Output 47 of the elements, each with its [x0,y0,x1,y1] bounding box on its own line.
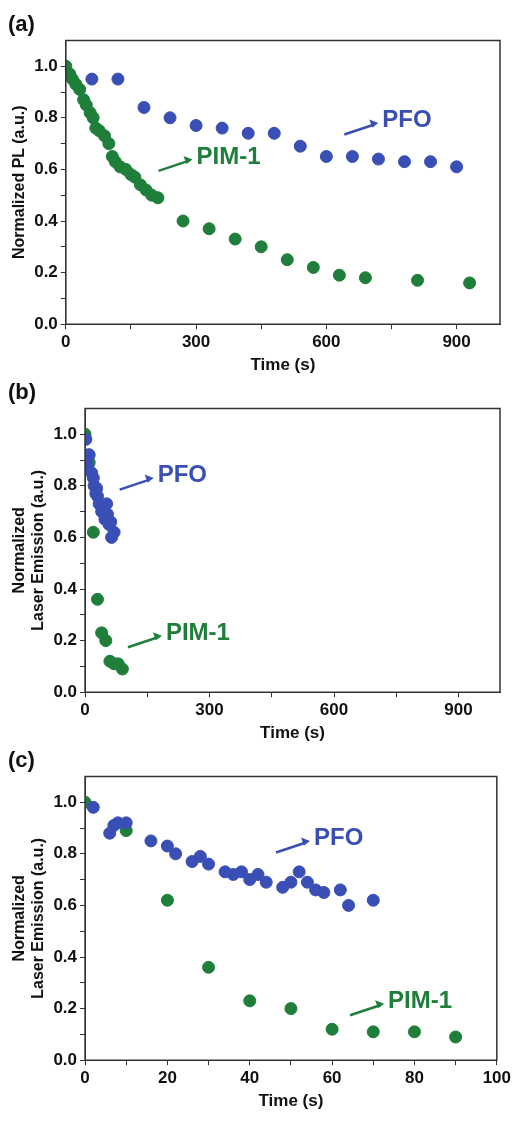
y-tick-label: 0.0 [53,681,78,701]
legend-label: PFO [313,823,364,851]
y-tick-label: 1.0 [53,423,78,443]
y-tick-label: 0.4 [53,946,78,966]
y-tick-label: 0.6 [53,895,78,915]
x-axis-title: Time (s) [260,723,325,743]
y-tick-label: 0.6 [53,527,78,547]
chart-title: (a) [8,11,35,37]
x-axis-title: Time (s) [250,355,316,375]
x-tick-label: 300 [195,700,224,720]
y-tick-label: 0.0 [34,313,58,333]
y-tick-label: 0.0 [53,1049,78,1069]
x-tick-label: 300 [181,332,211,352]
x-tick-label: 0 [80,1068,90,1088]
x-tick-label: 20 [157,1068,177,1088]
y-tick-label: 0.8 [53,475,78,495]
x-tick-label: 80 [405,1068,424,1088]
y-tick-label: 0.2 [53,630,78,650]
y-tick-label: 0.2 [53,998,78,1018]
legend-label: PFO [157,460,207,488]
x-tick-label: 0 [61,332,71,352]
y-tick-label: 0.4 [53,578,78,598]
x-tick-label: 600 [312,332,341,352]
legend-label: PFO [382,105,432,133]
chart-title: (b) [8,379,37,405]
chart-title: (c) [8,747,35,773]
legend-label: PIM-1 [388,985,453,1013]
legend-label: PIM-1 [165,617,230,645]
y-tick-label: 0.4 [34,210,59,230]
y-tick-label: 0.8 [53,843,78,863]
y-tick-label: 0.6 [34,159,58,179]
x-axis-title: Time (s) [258,1091,324,1111]
x-tick-label: 40 [240,1068,260,1088]
x-tick-label: 100 [482,1068,512,1088]
y-tick-label: 1.0 [53,791,78,811]
y-tick-label: 1.0 [34,55,58,75]
legend-label: PIM-1 [196,141,261,169]
y-axis-title: Normalized Laser Emission (a.u.) [10,837,47,999]
x-tick-label: 600 [319,700,349,720]
y-axis-title: Normalized PL (a.u.) [10,105,28,260]
x-tick-label: 60 [322,1068,342,1088]
y-tick-label: 0.2 [34,262,58,282]
y-axis-title: Normalized Laser Emission (a.u.) [10,469,47,631]
x-tick-label: 900 [442,332,471,352]
x-tick-label: 0 [80,700,90,720]
x-tick-label: 900 [444,700,473,720]
y-tick-label: 0.8 [34,107,58,127]
